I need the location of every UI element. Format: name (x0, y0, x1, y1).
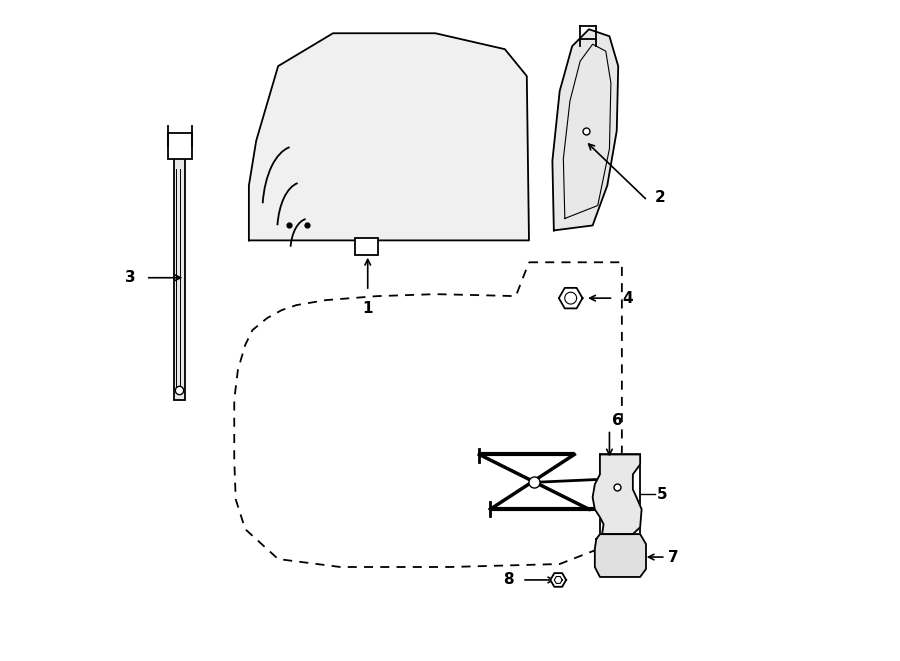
Polygon shape (595, 534, 646, 577)
Polygon shape (550, 573, 566, 587)
Bar (600, 455, 640, 534)
Text: 7: 7 (668, 549, 679, 564)
Polygon shape (592, 455, 642, 534)
Polygon shape (559, 288, 582, 309)
Text: 6: 6 (612, 412, 623, 428)
Text: 8: 8 (503, 572, 514, 588)
Text: 2: 2 (655, 190, 665, 205)
Text: 1: 1 (363, 301, 373, 316)
Polygon shape (249, 33, 529, 241)
Polygon shape (553, 29, 618, 231)
Bar (168, 133, 192, 159)
Bar (174, 156, 185, 400)
Text: 3: 3 (125, 270, 136, 286)
Text: 5: 5 (657, 486, 668, 502)
Bar (355, 239, 378, 254)
Text: 4: 4 (622, 291, 633, 305)
